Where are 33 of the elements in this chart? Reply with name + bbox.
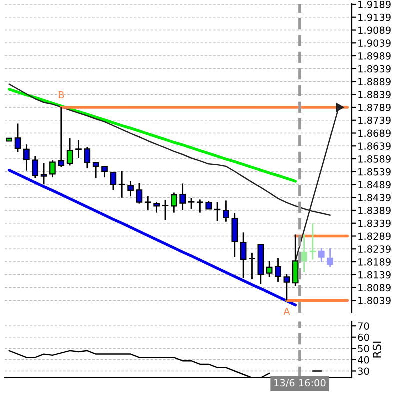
- y-tick-label: 1.8339: [358, 220, 391, 228]
- y-tick-label: 1.8439: [358, 194, 391, 202]
- y-tick-label: 1.9189: [358, 0, 391, 8]
- y-tick-label: 1.8639: [358, 142, 391, 150]
- y-tick-label: 1.8539: [358, 168, 391, 176]
- y-tick-label: 1.8939: [358, 65, 391, 73]
- y-tick-label: 1.8039: [358, 297, 391, 304]
- y-tick-label: 1.9089: [358, 26, 391, 34]
- y-tick-label: 1.9139: [358, 14, 391, 22]
- y-tick-label: 1.8089: [358, 284, 391, 292]
- y-tick-label: 1.8289: [358, 232, 391, 240]
- series-label: B: [59, 91, 64, 99]
- y-tick-label: 60: [358, 334, 370, 342]
- series-label: A: [284, 308, 290, 315]
- y-tick-label: 1.8589: [358, 155, 391, 163]
- y-tick-label: 1.8689: [358, 130, 391, 138]
- y-tick-label: 1.8789: [358, 104, 391, 112]
- y-tick-label: 1.8139: [358, 271, 391, 279]
- y-tick-label: 1.8489: [358, 181, 391, 189]
- y-tick-label: 1.8889: [358, 78, 391, 86]
- y-tick-label: 1.8389: [358, 206, 391, 214]
- text: 13/6 16:00: [274, 379, 326, 388]
- y-tick-label: 50: [358, 345, 370, 353]
- y-tick-label: 1.8189: [358, 258, 391, 266]
- y-tick-label: 40: [358, 356, 370, 364]
- y-tick-label: 1.9039: [358, 40, 391, 47]
- y-tick-label: 1.8239: [358, 246, 391, 253]
- y-axis-title: RSI: [372, 342, 382, 358]
- y-tick-label: 30: [358, 368, 370, 376]
- y-tick-label: 1.8989: [358, 52, 391, 60]
- y-tick-label: 1.8739: [358, 116, 391, 124]
- y-tick-label: 1.8839: [358, 91, 391, 98]
- y-tick-label: 70: [358, 322, 370, 330]
